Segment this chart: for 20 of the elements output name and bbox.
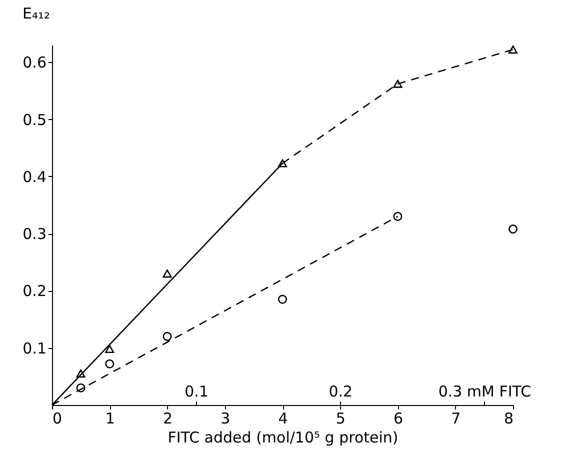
x-tick-label: 3 bbox=[220, 410, 230, 428]
y-axis-title: E₄₁₂ bbox=[22, 4, 50, 22]
x-tick-label: 7 bbox=[451, 410, 461, 428]
y-tick-label: 0.2 bbox=[22, 282, 46, 300]
y-tick-label: 0.1 bbox=[22, 339, 46, 358]
x-tick-label: 5 bbox=[336, 410, 346, 428]
x2-tick-label: 0.1 bbox=[184, 382, 208, 400]
x-axis-title: FITC added (mol/10⁵ g protein) bbox=[168, 428, 398, 446]
x-tick-label: 1 bbox=[105, 410, 115, 428]
x-tick-label: 8 bbox=[504, 410, 514, 428]
y-tick-label: 0.4 bbox=[22, 168, 46, 186]
x-tick-label: 0 bbox=[52, 410, 62, 428]
y-tick-label: 0.3 bbox=[22, 225, 46, 244]
x-tick-label: 2 bbox=[162, 410, 173, 428]
y-tick-label: 0.5 bbox=[22, 110, 46, 129]
x2-tick-label: 0.3 mM FITC bbox=[438, 382, 532, 400]
x2-tick-label: 0.2 bbox=[328, 382, 353, 400]
y-tick-label: 0.6 bbox=[22, 54, 46, 72]
x-tick-label: 4 bbox=[278, 410, 288, 428]
x-tick-label: 6 bbox=[393, 410, 404, 428]
